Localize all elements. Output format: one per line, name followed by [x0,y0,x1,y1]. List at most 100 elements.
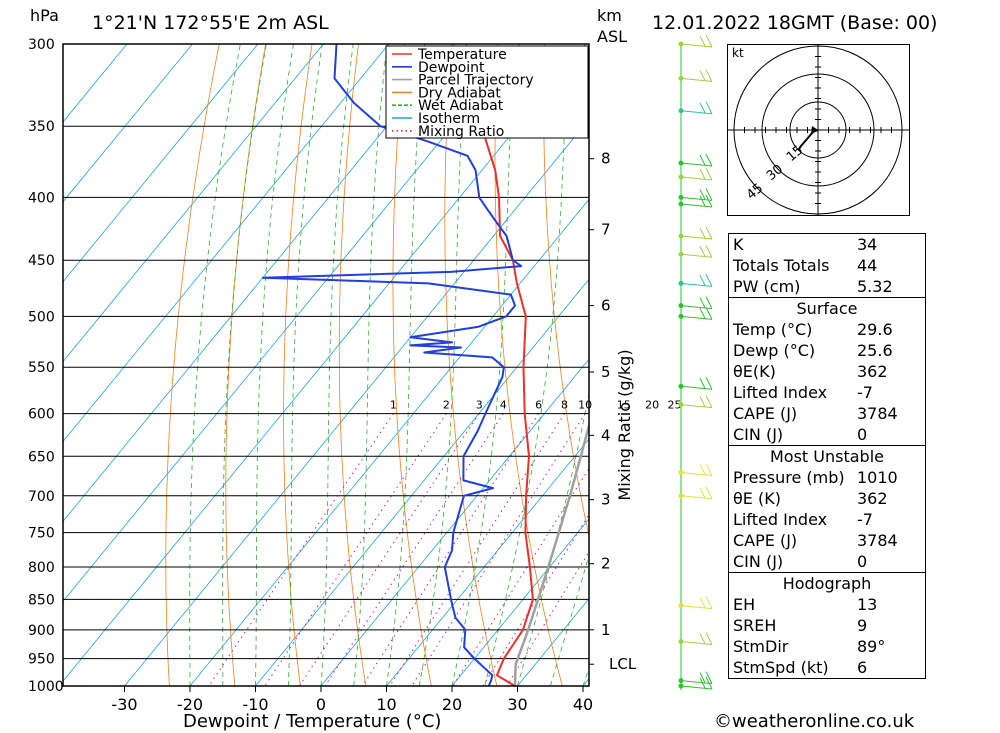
hpa-label: hPa [30,6,59,25]
pressure-tick-label: 450 [28,253,55,269]
storm-motion-marker [811,126,818,134]
wet-adiabat [386,44,425,686]
mixing-ratio-label: 3 [476,399,483,412]
dry-adiabat [338,44,367,686]
temperature-line [477,110,534,686]
km-tick-label: 1 [601,621,611,639]
wind-barb-staff [680,641,713,646]
mu-pressure: Pressure (mb) 1010 [733,468,898,487]
temperature-tick-label: 30 [507,695,527,714]
km-tick-label: 4 [601,426,611,444]
km-label: km [597,6,622,25]
wind-barb-feather [699,297,706,308]
pressure-tick-label: 300 [28,37,55,53]
legend-label: Mixing Ratio [418,124,504,140]
wet-adiabat [418,44,467,686]
mixing-ratio-axis-label: Mixing Ratio (g/kg) [615,349,634,500]
wind-barb-staff [680,196,713,201]
isotherm [255,278,589,686]
wind-barb-feather [699,597,706,608]
mixing-ratio-label: 1 [390,399,397,412]
wind-barb-staff [680,203,713,208]
mixing-ratio-label: 2 [443,399,450,412]
mu-cin: CIN (J) 0 [733,552,868,571]
wind-barb-staff [680,315,713,320]
index-row-pw: PW (cm) 5.32 [733,277,893,296]
surface-temp: Temp (°C) 29.6 [733,320,893,339]
pressure-tick-label: 700 [28,489,55,505]
wind-barb-staff [680,176,713,181]
pressure-tick-label: 750 [28,526,55,542]
wind-barb-feather [699,308,706,319]
lcl-label: LCL [609,655,637,673]
mixing-ratio-label: 10 [578,399,592,412]
indices-table: K 34 Totals Totals 44 PW (cm) 5.32 Surface … [728,233,926,679]
legend-label: Wet Adiabat [418,98,504,114]
index-row-k: K 34 [733,235,878,254]
temperature-tick-label: 40 [573,695,593,714]
wind-barb-feather [705,676,713,690]
temperature-tick-label: -20 [177,695,203,714]
wind-barb-feather [699,672,706,683]
km-tick-label: 6 [601,297,611,315]
wind-barb-staff [680,605,713,610]
temperature-tick-label: 10 [376,695,396,714]
temperature-tick-label: -10 [242,695,268,714]
wind-barb-feather [705,296,713,309]
wind-barb-feather [705,596,713,609]
dry-adiabat [225,44,266,686]
pressure-tick-label: 350 [28,119,55,135]
wind-barb-staff [680,404,713,409]
wet-adiabat [189,44,241,686]
wind-barb-feather [699,677,706,689]
surface-cape: CAPE (J) 3784 [733,404,898,423]
legend-label: Isotherm [418,111,480,127]
pressure-tick-label: 1000 [28,679,64,695]
wind-barb-feather [699,275,706,286]
wind-barb-feather [705,395,713,408]
km-tick-label: 2 [601,555,611,573]
wind-barb-staff [680,680,713,685]
dewpoint-line [261,44,523,686]
isotherm [63,44,324,363]
hodo-sreh: SREH 9 [733,616,868,635]
wind-barb-feather [699,464,706,475]
wet-adiabat [255,44,294,686]
index-row-totals: Totals Totals 44 [733,256,878,275]
wet-adiabat [484,44,569,686]
wet-adiabat [287,44,323,686]
wind-barb-feather [699,70,706,81]
wind-barb-feather [705,226,713,240]
wind-barb-staff [680,385,713,390]
isotherm [386,438,589,686]
legend-label: Parcel Trajectory [418,73,534,89]
hodo-stmspd: StmSpd (kt) 6 [733,658,868,677]
copyright[interactable]: ©weatheronline.co.uk [714,711,915,732]
legend-label: Temperature [417,47,507,63]
hodo-eh: EH 13 [733,595,878,614]
wind-barb-feather [699,378,706,389]
surface-cin: CIN (J) 0 [733,425,868,444]
wind-barb-feather [705,188,713,201]
isotherm [63,44,455,522]
wind-barb-feather [699,246,706,257]
wind-barb-feather [699,487,706,499]
wind-barb-staff [680,471,713,476]
isotherm [63,44,259,283]
wind-barb-feather [705,153,713,167]
wet-adiabat [451,44,515,686]
datetime-title: 12.01.2022 18GMT (Base: 00) [652,12,938,34]
surface-thetae: θE(K) 362 [733,362,888,381]
isotherm [63,44,586,682]
section-hodograph: Hodograph [728,572,926,594]
pressure-tick-label: 550 [28,360,55,376]
dry-adiabat [444,44,498,686]
surface-dewp: Dewp (°C) 25.6 [733,341,893,360]
wind-barbs [678,34,713,690]
km-tick-label: 3 [601,491,611,509]
dry-adiabat [283,44,313,686]
wind-barb-feather [699,189,706,200]
mixing-ratio-line [299,413,480,686]
pressure-tick-label: 500 [28,309,55,325]
